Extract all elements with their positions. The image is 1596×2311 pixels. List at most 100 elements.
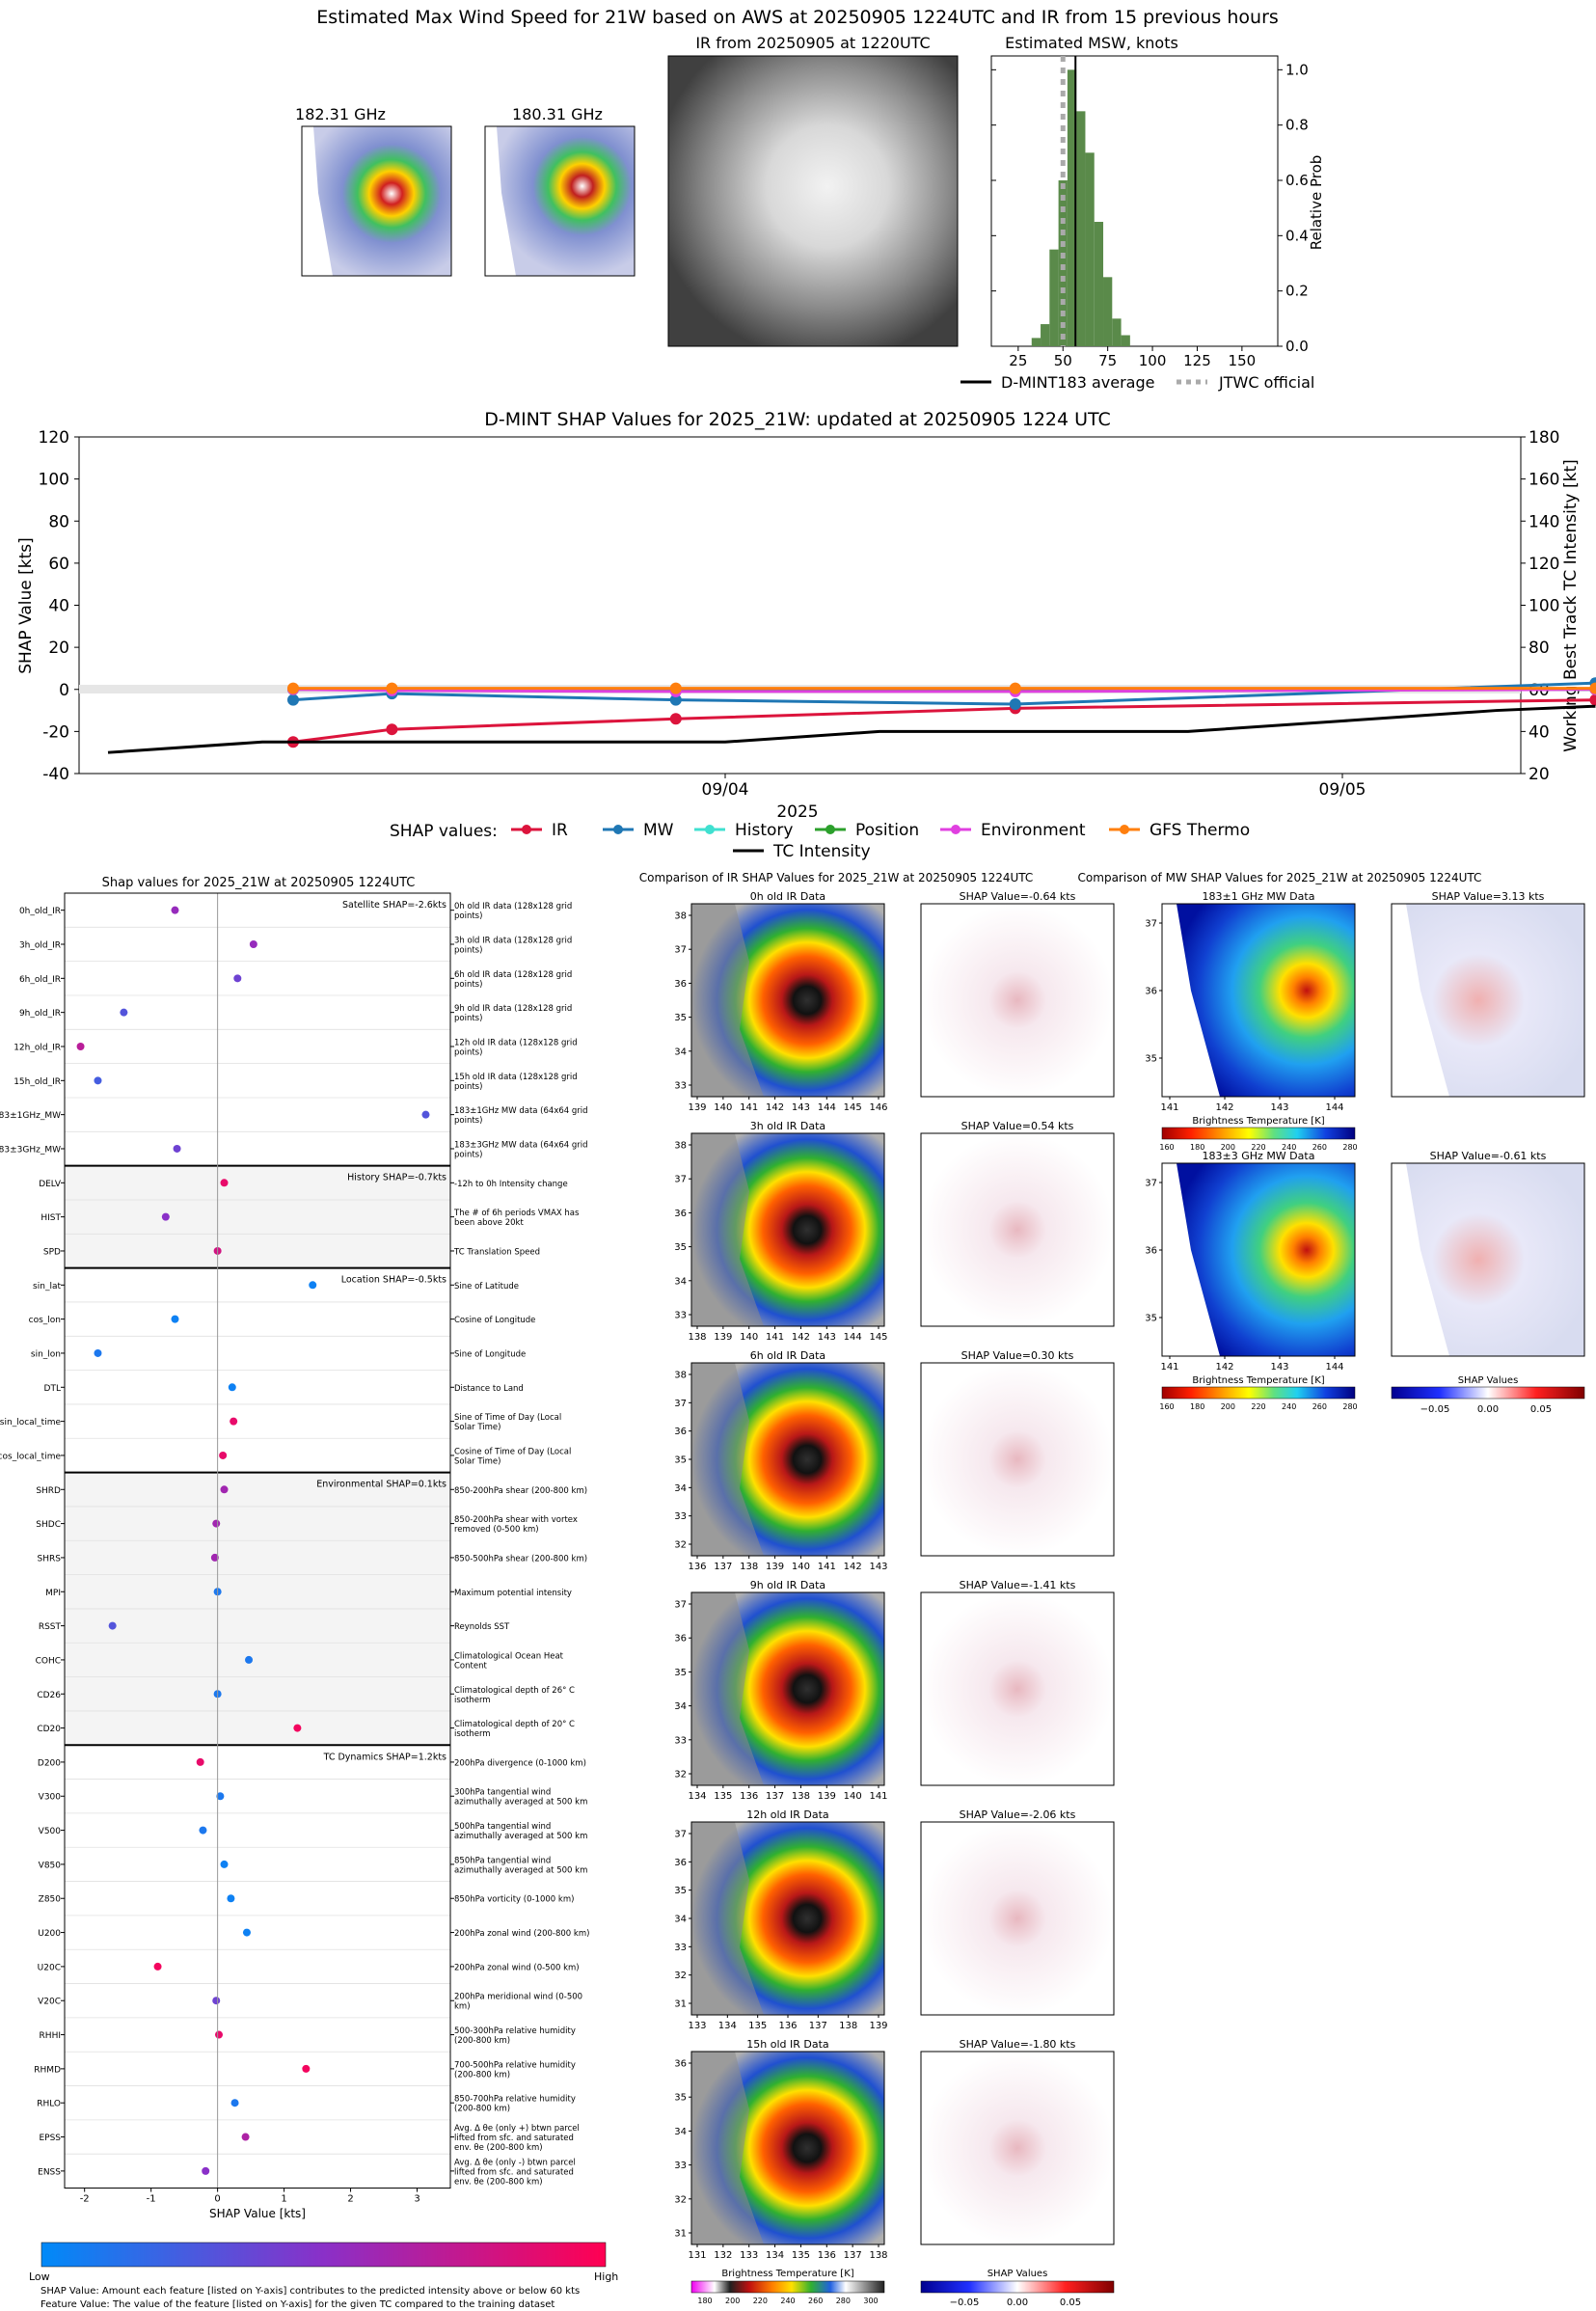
scatter-xtick-label: 1: [281, 2194, 286, 2205]
shap-point: [242, 1928, 251, 1937]
shap-point: [228, 1383, 236, 1392]
feature-description: 200hPa meridional wind (0-500 km): [454, 1993, 582, 2012]
mw-ytick-label: 36: [1145, 1246, 1157, 1257]
msw-xtick-label: 125: [1183, 352, 1211, 369]
ir-ytick-label: 38: [674, 1371, 687, 1381]
ir-xtick-label: 132: [714, 2250, 732, 2261]
shap-point: [220, 1860, 229, 1868]
feature-name: V20C: [38, 1998, 61, 2007]
mw-ytick-label: 35: [1145, 1054, 1157, 1065]
ts-legend-label: Position: [855, 821, 919, 840]
ir-xtick-label: 136: [688, 1562, 706, 1572]
shap-point: [249, 939, 257, 948]
msw-bar: [1049, 249, 1059, 346]
shap-point: [210, 1553, 219, 1562]
ir-shap-frame: [920, 2051, 1115, 2245]
ir-ytick-label: 31: [674, 1999, 687, 2010]
feature-name: DTL: [44, 1384, 61, 1394]
ts-xtick-label: 09/05: [1319, 780, 1366, 800]
shap-point: [108, 1621, 117, 1630]
ir-shap-image: [921, 2052, 1114, 2244]
ts-xlabel: 2025: [776, 802, 818, 822]
feature-name: Z850: [39, 1895, 62, 1905]
ir-xtick-label: 143: [818, 1332, 836, 1343]
ts-ytick-label: 0: [59, 681, 69, 700]
scatter-group-label: History SHAP=-0.7kts: [347, 1173, 446, 1183]
mw-cb-tick: 200: [1221, 1402, 1235, 1411]
ts-ytick-right-label: 80: [1528, 639, 1550, 658]
ir-data-title: 9h old IR Data: [750, 1579, 825, 1591]
feature-name: sin_local_time: [0, 1418, 61, 1427]
mw-comparison: Comparison of MW SHAP Values for 2025_21…: [1078, 871, 1585, 1415]
ir-shap-frame: [920, 1132, 1115, 1327]
ir-xtick-label: 137: [766, 1791, 784, 1802]
ir-ytick-label: 37: [674, 1175, 687, 1185]
ir-xtick-label: 144: [818, 1102, 836, 1113]
feature-name: RSST: [39, 1622, 62, 1632]
scatter-group-label: TC Dynamics SHAP=1.2kts: [323, 1752, 446, 1762]
ts-legend-label: IR: [552, 821, 568, 840]
feature-name: HIST: [41, 1213, 61, 1223]
ir-xtick-label: 135: [714, 1791, 732, 1802]
ts-ytick-label: -40: [42, 765, 69, 784]
ir-xtick-label: 140: [792, 1562, 810, 1572]
ir-xtick-label: 144: [844, 1332, 862, 1343]
mw-cb-tick: 240: [1282, 1143, 1296, 1152]
feature-description: 183±3GHz MW data (64x64 grid points): [454, 1140, 588, 1159]
feature-name: 3h_old_IR: [19, 940, 61, 950]
ir-ytick-label: 38: [674, 1141, 687, 1152]
ir-data-frame: [690, 1132, 885, 1327]
ir-xtick-label: 139: [869, 2021, 887, 2031]
ts-legend-label: MW: [643, 821, 674, 840]
mw-data-frame: [1161, 1162, 1356, 1357]
scatter-title: Shap values for 2025_21W at 20250905 122…: [102, 876, 416, 890]
ir-shap-frame: [920, 1591, 1115, 1786]
feature-name: EPSS: [39, 2134, 61, 2143]
mw-data-title: 183±3 GHz MW Data: [1203, 1150, 1315, 1162]
scatter-xtick-label: 3: [414, 2194, 419, 2205]
ir-xtick-label: 138: [839, 2021, 857, 2031]
ts-legend-label: GFS Thermo: [1150, 821, 1250, 840]
feature-name: 12h_old_IR: [14, 1043, 61, 1052]
ir-land-overlay: [691, 904, 764, 1097]
ts-ylabel-right: Working Best Track TC Intensity [kt]: [1561, 459, 1581, 752]
feature-description: 0h old IR data (128x128 grid points): [454, 902, 572, 921]
feature-name: V500: [39, 1827, 62, 1836]
page-title: Estimated Max Wind Speed for 21W based o…: [316, 7, 1279, 28]
ir-data-frame: [690, 903, 885, 1098]
ir-xtick-label: 141: [740, 1102, 758, 1113]
ir-ytick-label: 33: [674, 1081, 687, 1092]
legend-avg-label: D-MINT183 average: [1001, 373, 1154, 392]
shap-point: [212, 1997, 221, 2005]
ts-legend-prefix: SHAP values:: [390, 822, 498, 841]
ir-land-overlay: [691, 1822, 764, 2015]
mw-xtick-label: 143: [1270, 1102, 1288, 1113]
colorbar-high-label: High: [594, 2270, 618, 2283]
shap-point: [161, 1212, 170, 1221]
feature-description: 200hPa zonal wind (0-500 km): [454, 1963, 580, 1972]
feature-name: SHDC: [36, 1520, 61, 1530]
ts-title: D-MINT SHAP Values for 2025_21W: updated…: [484, 409, 1111, 430]
feature-name: DELV: [39, 1180, 62, 1189]
ir-comparison: Comparison of IR SHAP Values for 2025_21…: [639, 871, 1115, 2308]
mw-shap-swath-gap: [1392, 904, 1449, 1097]
ir-ytick-label: 36: [674, 1858, 687, 1868]
ir-ytick-label: 35: [674, 2093, 687, 2104]
feature-description: The # of 6h periods VMAX has been above 2…: [453, 1209, 580, 1228]
feature-description: 183±1GHz MW data (64x64 grid points): [454, 1106, 588, 1126]
ir-xtick-label: 138: [869, 2250, 887, 2261]
ir-cb-tick: 300: [863, 2297, 878, 2305]
feature-name: SHRS: [38, 1554, 62, 1563]
ir-cb-tick: 260: [808, 2297, 823, 2305]
feature-description: 12h old IR data (128x128 grid points): [454, 1038, 578, 1057]
shap-point: [94, 1076, 102, 1085]
mw-cb-tick: 220: [1251, 1402, 1265, 1411]
series-point: [1009, 698, 1021, 711]
ir-cb-tick: 220: [753, 2297, 768, 2305]
ir-land-overlay: [691, 1133, 764, 1326]
mw-cb-tick: 180: [1190, 1402, 1204, 1411]
mw-shap-cb-label: SHAP Values: [1458, 1375, 1519, 1386]
feature-description: 850-200hPa shear (200-800 km): [454, 1486, 587, 1496]
scatter-xtick-label: 0: [214, 2194, 220, 2205]
ir-xtick-label: 136: [740, 1791, 758, 1802]
